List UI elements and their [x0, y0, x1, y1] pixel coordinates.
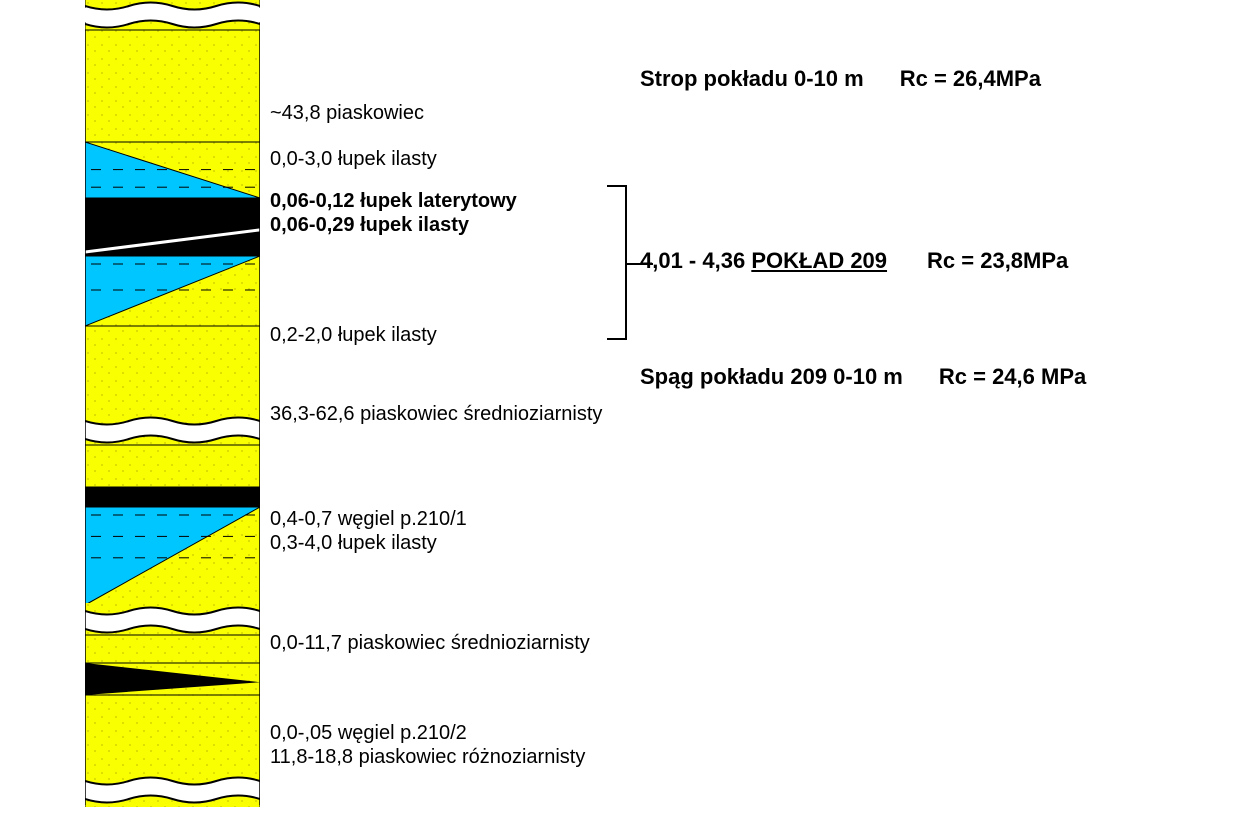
- rc-annotation: Strop pokładu 0-10 mRc = 26,4MPa: [640, 66, 1041, 92]
- right-annotations: Strop pokładu 0-10 mRc = 26,4MPa 4,01 - 4…: [640, 0, 1240, 810]
- layer-labels: ~43,8 piaskowiec 0,0-3,0 łupek ilasty 0,06…: [270, 0, 670, 810]
- layer-label: 0,3-4,0 łupek ilasty: [270, 532, 437, 555]
- layer-label: 0,0-3,0 łupek ilasty: [270, 148, 437, 171]
- rc-annotation: 4,01 - 4,36 POKŁAD 209Rc = 23,8MPa: [640, 248, 1068, 274]
- layer-label: 36,3-62,6 piaskowiec średnioziarnisty: [270, 403, 602, 426]
- layer-label: 0,0-,05 węgiel p.210/2: [270, 722, 467, 745]
- layer-label: ~43,8 piaskowiec: [270, 102, 424, 125]
- layer-label: 0,06-0,29 łupek ilasty: [270, 214, 469, 237]
- layer-label: 0,4-0,7 węgiel p.210/1: [270, 508, 467, 531]
- layer-label: 0,0-11,7 piaskowiec średnioziarnisty: [270, 632, 590, 655]
- strat-column: [85, 0, 260, 810]
- rc-annotation: Spąg pokładu 209 0-10 mRc = 24,6 MPa: [640, 364, 1086, 390]
- layer-label: 11,8-18,8 piaskowiec różnoziarnisty: [270, 746, 585, 769]
- layer-label: 0,06-0,12 łupek laterytowy: [270, 190, 517, 213]
- layer-label: 0,2-2,0 łupek ilasty: [270, 324, 437, 347]
- seam-bracket: [570, 185, 627, 340]
